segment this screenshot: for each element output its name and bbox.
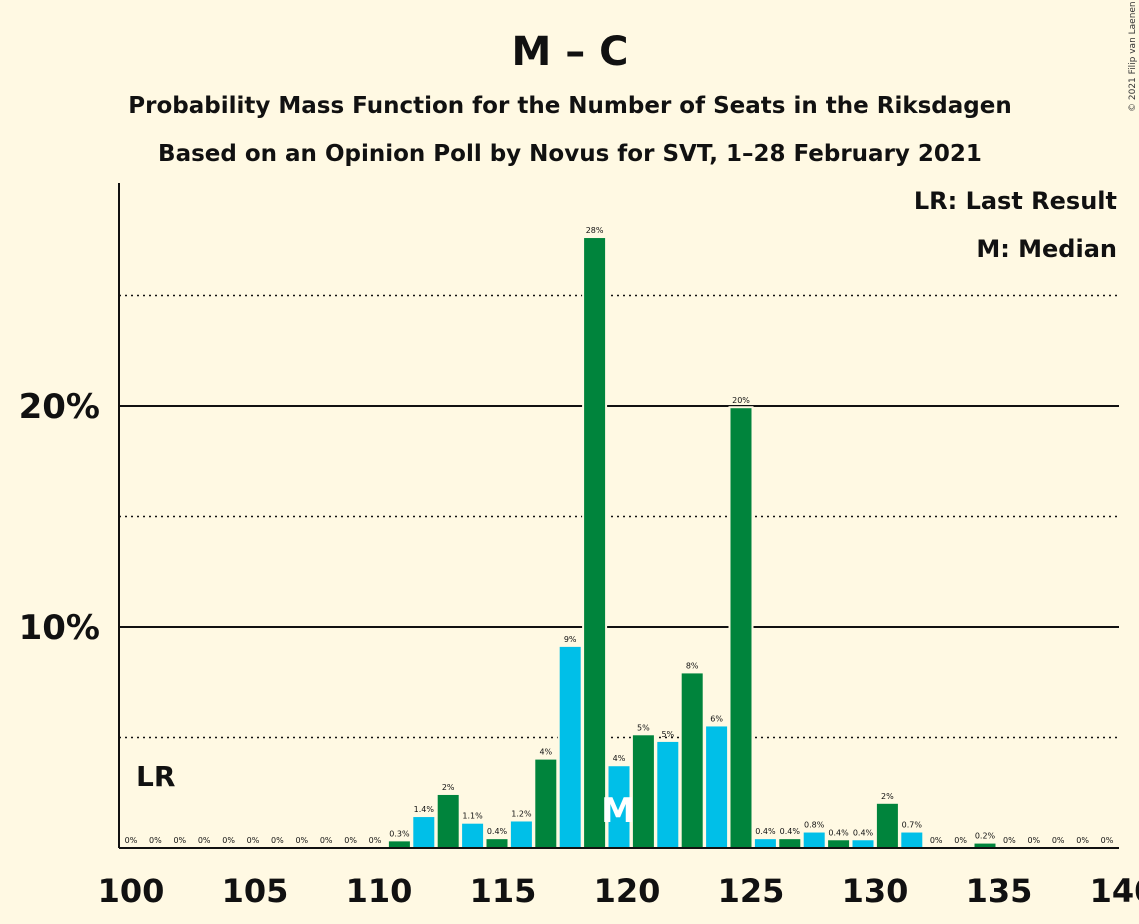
bar-seat-131 bbox=[852, 840, 874, 848]
data-label-seat-125: 6% bbox=[710, 714, 723, 723]
data-label-seat-111: 0% bbox=[369, 836, 382, 845]
data-label-seat-102: 0% bbox=[149, 836, 162, 845]
x-tick-label: 120 bbox=[594, 872, 661, 910]
bar-seat-132 bbox=[876, 803, 898, 848]
chart-subtitle-2: Based on an Opinion Poll by Novus for SV… bbox=[158, 141, 982, 167]
x-tick-label: 100 bbox=[98, 872, 165, 910]
data-label-seat-126: 20% bbox=[732, 396, 750, 405]
y-tick-label: 20% bbox=[19, 387, 100, 427]
bar-seat-124 bbox=[681, 673, 703, 848]
data-label-seat-110: 0% bbox=[344, 836, 357, 845]
data-label-seat-139: 0% bbox=[1052, 836, 1065, 845]
data-label-seat-116: 0.4% bbox=[487, 827, 508, 836]
data-label-seat-107: 0% bbox=[271, 836, 284, 845]
last-result-marker: LR bbox=[136, 760, 175, 793]
bar-seat-126 bbox=[730, 408, 752, 848]
data-label-seat-127: 0.4% bbox=[755, 827, 776, 836]
data-label-seat-120: 28% bbox=[586, 226, 604, 235]
bar-seat-129 bbox=[803, 832, 825, 848]
data-label-seat-134: 0% bbox=[930, 836, 943, 845]
x-tick-label: 110 bbox=[346, 872, 413, 910]
data-label-seat-140: 0% bbox=[1076, 836, 1089, 845]
data-label-seat-137: 0% bbox=[1003, 836, 1016, 845]
chart-subtitle-1: Probability Mass Function for the Number… bbox=[128, 93, 1011, 119]
data-label-seat-128: 0.4% bbox=[780, 827, 801, 836]
bar-seat-115 bbox=[462, 823, 484, 848]
x-tick-labels: 100 105 110 115 120 125 130 135 140 bbox=[98, 872, 1139, 910]
data-label-seat-118: 4% bbox=[539, 748, 552, 757]
x-tick-label: 130 bbox=[842, 872, 909, 910]
data-label-seat-124: 8% bbox=[686, 661, 699, 670]
data-label-seat-112: 0.3% bbox=[389, 829, 410, 838]
data-label-seat-113: 1.4% bbox=[414, 805, 435, 814]
bar-seat-130 bbox=[828, 840, 850, 848]
legend-last-result: LR: Last Result bbox=[914, 187, 1117, 215]
y-tick-labels: 10% 20% bbox=[19, 387, 100, 648]
bar-seat-120 bbox=[584, 238, 606, 849]
data-label-seat-117: 1.2% bbox=[511, 809, 532, 818]
copyright-note: © 2021 Filip van Laenen bbox=[1128, 1, 1138, 112]
gridlines bbox=[119, 294, 1119, 739]
bar-seat-133 bbox=[901, 832, 923, 848]
data-label-seat-121: 4% bbox=[613, 754, 626, 763]
data-label-seat-114: 2% bbox=[442, 783, 455, 792]
bar-seat-113 bbox=[413, 817, 435, 848]
data-label-seat-130: 0.4% bbox=[828, 828, 849, 837]
bar-seat-121 bbox=[608, 766, 630, 848]
x-tick-label: 140 bbox=[1090, 872, 1139, 910]
data-label-seat-132: 2% bbox=[881, 792, 894, 801]
data-label-seat-123: 5% bbox=[661, 730, 674, 739]
bars-group bbox=[386, 236, 998, 849]
data-label-seat-106: 0% bbox=[247, 836, 260, 845]
bar-seat-117 bbox=[510, 821, 532, 848]
data-label-seat-109: 0% bbox=[320, 836, 333, 845]
data-label-seat-104: 0% bbox=[198, 836, 211, 845]
x-tick-label: 105 bbox=[222, 872, 289, 910]
x-tick-label: 135 bbox=[966, 872, 1033, 910]
data-label-seat-131: 0.4% bbox=[853, 828, 874, 837]
data-label-seat-122: 5% bbox=[637, 723, 650, 732]
x-tick-label: 125 bbox=[718, 872, 785, 910]
data-label-seat-129: 0.8% bbox=[804, 821, 825, 830]
bar-seat-116 bbox=[486, 839, 508, 848]
data-label-seat-105: 0% bbox=[222, 836, 235, 845]
data-label-seat-115: 1.1% bbox=[462, 812, 483, 821]
x-tick-label: 115 bbox=[470, 872, 537, 910]
median-marker: M bbox=[601, 791, 635, 831]
data-label-seat-108: 0% bbox=[295, 836, 308, 845]
bar-seat-122 bbox=[632, 735, 654, 848]
data-label-seat-103: 0% bbox=[173, 836, 186, 845]
legend-median: M: Median bbox=[976, 235, 1117, 263]
y-tick-label: 10% bbox=[19, 608, 100, 648]
bar-seat-118 bbox=[535, 759, 557, 848]
data-labels-group: 0% 0% 0% 0% 0% 0% 0% 0% 0% 0% 0% 0.3% 1.4% 2% 1.1% 0.4%… bbox=[125, 226, 1114, 845]
bar-seat-123 bbox=[657, 741, 679, 848]
data-label-seat-138: 0% bbox=[1027, 836, 1040, 845]
bar-seat-136 bbox=[974, 843, 996, 848]
bar-seat-112 bbox=[388, 841, 410, 848]
data-label-seat-136: 0.2% bbox=[975, 832, 996, 841]
data-label-seat-133: 0.7% bbox=[902, 821, 923, 830]
bar-seat-125 bbox=[706, 726, 728, 848]
bar-seat-119 bbox=[559, 646, 581, 848]
data-label-seat-119: 9% bbox=[564, 635, 577, 644]
data-label-seat-141: 0% bbox=[1101, 836, 1114, 845]
chart-title: M – C bbox=[511, 29, 628, 75]
data-label-seat-135: 0% bbox=[954, 836, 967, 845]
data-label-seat-101: 0% bbox=[125, 836, 138, 845]
bar-seat-114 bbox=[437, 794, 459, 848]
bar-seat-127 bbox=[754, 839, 776, 848]
bar-seat-128 bbox=[779, 839, 801, 848]
